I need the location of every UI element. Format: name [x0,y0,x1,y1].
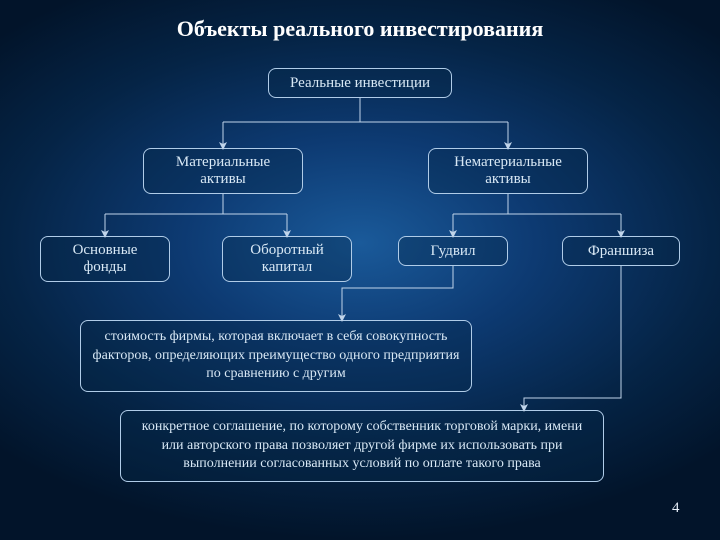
page-number: 4 [672,500,680,517]
node-material-assets-label: Материальные активы [154,154,292,188]
node-intangible-assets-label: Нематериальные активы [439,154,577,188]
description-franchise: конкретное соглашение, по которому собст… [120,410,604,482]
description-goodwill: стоимость фирмы, которая включает в себя… [80,320,472,392]
node-goodwill: Гудвил [398,236,508,266]
node-fixed-funds-label: Основные фонды [51,242,159,276]
node-working-capital-label: Оборотный капитал [233,242,341,276]
slide-title: Объекты реального инвестирования [0,16,720,42]
node-root: Реальные инвестиции [268,68,452,98]
node-intangible-assets: Нематериальные активы [428,148,588,194]
node-fixed-funds: Основные фонды [40,236,170,282]
description-franchise-text: конкретное соглашение, по которому собст… [131,418,593,475]
node-franchise-label: Франшиза [588,243,654,260]
node-goodwill-label: Гудвил [431,243,476,260]
node-working-capital: Оборотный капитал [222,236,352,282]
node-material-assets: Материальные активы [143,148,303,194]
node-root-label: Реальные инвестиции [290,75,430,92]
description-goodwill-text: стоимость фирмы, которая включает в себя… [91,328,461,385]
node-franchise: Франшиза [562,236,680,266]
